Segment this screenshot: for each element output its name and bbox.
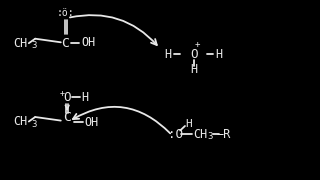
- Text: CH: CH: [193, 128, 207, 141]
- Text: H: H: [215, 48, 222, 60]
- Text: +: +: [195, 40, 200, 49]
- Text: O: O: [63, 91, 71, 104]
- Text: H: H: [164, 48, 172, 60]
- Text: H: H: [81, 91, 88, 104]
- Text: 3: 3: [207, 132, 212, 141]
- Text: O: O: [190, 48, 197, 60]
- Text: 3: 3: [32, 120, 37, 129]
- Text: CH: CH: [14, 37, 28, 50]
- Text: 3: 3: [32, 41, 37, 50]
- Text: CH: CH: [14, 115, 28, 128]
- Text: +: +: [60, 89, 65, 98]
- Text: OH: OH: [84, 116, 98, 129]
- Text: :O: :O: [168, 128, 183, 141]
- Text: H: H: [190, 63, 197, 76]
- Text: OH: OH: [81, 36, 95, 49]
- Text: −R: −R: [217, 128, 231, 141]
- Text: :ö:: :ö:: [57, 8, 75, 18]
- Text: C: C: [63, 111, 71, 124]
- Text: C: C: [61, 37, 70, 50]
- Text: H: H: [185, 119, 192, 129]
